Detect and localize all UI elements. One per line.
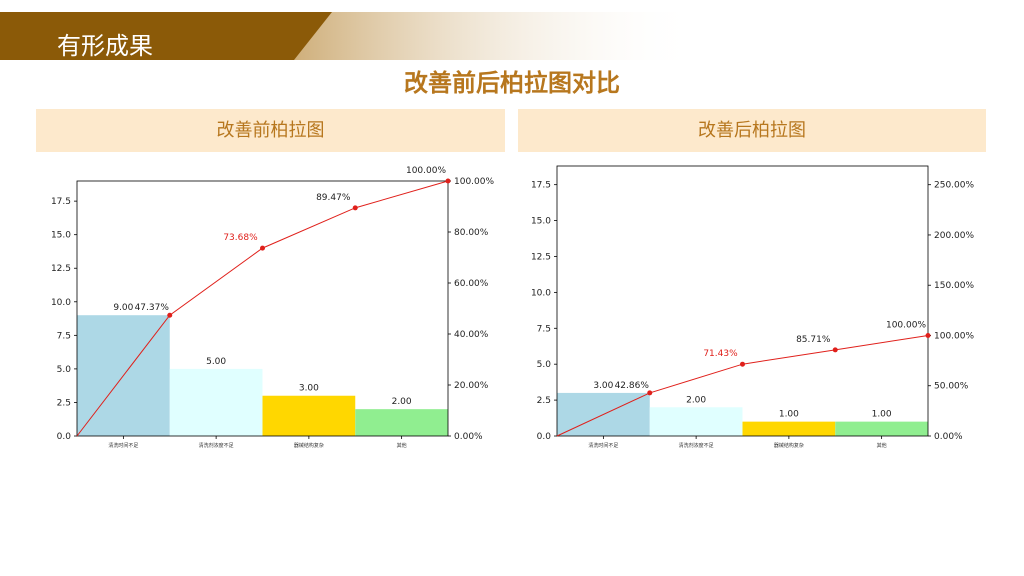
x-tick-label-0: 清洗时间不足 (588, 442, 618, 449)
y-tick-label-5: 12.5 (531, 252, 551, 262)
y-tick-label-5: 12.5 (51, 264, 71, 274)
cumulative-label-2: 89.47% (316, 193, 351, 203)
cumulative-label-1: 71.43% (703, 349, 738, 359)
bar-value-label-1: 2.00 (686, 395, 706, 405)
bar-value-label-3: 2.00 (392, 397, 412, 407)
bar-value-label-0: 3.00 (593, 381, 613, 391)
bar-3 (355, 409, 448, 436)
cumulative-point-0 (167, 312, 173, 318)
cumulative-label-1: 73.68% (223, 233, 258, 243)
pareto-chart-after: 3.00 清洗时间不足 2.00 清洗剂浓度不足 1.00 器械结构复杂 1.00 其他 0.0… (531, 165, 974, 449)
pareto-chart-before: 9.00 清洗时间不足 5.00 清洗剂浓度不足 3.00 器械结构复杂 2.00 其他 0.0… (51, 166, 495, 449)
y-tick-label-7: 17.5 (51, 197, 71, 207)
bar-value-label-0: 9.00 (113, 303, 133, 313)
y2-tick-label-5: 250.00% (934, 181, 974, 191)
y2-tick-label-0: 0.00% (454, 432, 483, 442)
cumulative-label-2: 85.71% (796, 335, 831, 345)
banner-shape (0, 12, 700, 60)
bar-2 (742, 421, 836, 436)
y2-tick-label-5: 100.00% (454, 177, 494, 187)
y-tick-label-2: 5.0 (57, 365, 72, 375)
y-tick-label-1: 2.5 (537, 396, 551, 406)
x-tick-label-2: 器械结构复杂 (294, 442, 324, 449)
y-tick-label-4: 10.0 (531, 288, 551, 298)
y-tick-label-4: 10.0 (51, 298, 71, 308)
cumulative-point-0 (647, 390, 653, 396)
bar-value-label-3: 1.00 (872, 410, 892, 420)
y-tick-label-3: 7.5 (57, 331, 71, 341)
plot-frame (556, 165, 929, 437)
y2-tick-label-3: 60.00% (454, 279, 489, 289)
y-tick-label-3: 7.5 (537, 324, 551, 334)
y2-tick-label-4: 80.00% (454, 228, 489, 238)
bar-2 (262, 395, 356, 436)
cumulative-point-2 (352, 205, 358, 211)
panel-heading-after: 改善后柏拉图 (518, 109, 986, 152)
cumulative-label-0: 42.86% (615, 381, 650, 391)
y-tick-label-6: 15.0 (531, 217, 551, 227)
bar-value-label-2: 1.00 (779, 410, 799, 420)
section-banner: 有形成果 (0, 12, 700, 60)
y2-tick-label-1: 20.00% (454, 381, 489, 391)
x-tick-label-1: 清洗剂浓度不足 (679, 442, 714, 449)
y-tick-label-2: 5.0 (537, 360, 552, 370)
y-tick-label-1: 2.5 (57, 398, 71, 408)
section-title: 有形成果 (57, 32, 153, 60)
y-tick-label-6: 15.0 (51, 231, 71, 241)
cumulative-label-3: 100.00% (406, 166, 446, 176)
y2-tick-label-4: 200.00% (934, 231, 974, 241)
x-tick-label-2: 器械结构复杂 (774, 442, 804, 449)
y2-tick-label-2: 40.00% (454, 330, 489, 340)
cumulative-point-1 (740, 361, 745, 367)
bar-1 (169, 368, 263, 436)
bar-1 (649, 407, 743, 436)
y-tick-label-7: 17.5 (531, 181, 551, 191)
y2-tick-label-3: 150.00% (934, 281, 974, 291)
cumulative-label-0: 47.37% (135, 303, 170, 313)
x-tick-label-0: 清洗时间不足 (108, 442, 138, 449)
y-tick-label-0: 0.0 (57, 432, 72, 442)
plot-frame (76, 180, 449, 437)
cumulative-point-3 (445, 178, 451, 184)
x-tick-label-3: 其他 (877, 442, 887, 449)
panel-heading-before: 改善前柏拉图 (36, 109, 505, 152)
bar-value-label-2: 3.00 (299, 384, 319, 394)
bar-value-label-1: 5.00 (206, 357, 226, 367)
x-tick-label-1: 清洗剂浓度不足 (199, 442, 234, 449)
cumulative-point-2 (832, 347, 838, 353)
y2-tick-label-1: 50.00% (934, 382, 969, 392)
y2-tick-label-2: 100.00% (934, 331, 974, 341)
y2-tick-label-0: 0.00% (934, 432, 963, 442)
x-tick-label-3: 其他 (397, 442, 407, 449)
cumulative-point-3 (925, 332, 931, 338)
cumulative-point-1 (260, 245, 265, 251)
y-tick-label-0: 0.0 (537, 432, 552, 442)
slide-title: 改善前后柏拉图对比 (404, 69, 620, 97)
cumulative-label-3: 100.00% (886, 320, 926, 330)
bar-3 (835, 421, 928, 436)
